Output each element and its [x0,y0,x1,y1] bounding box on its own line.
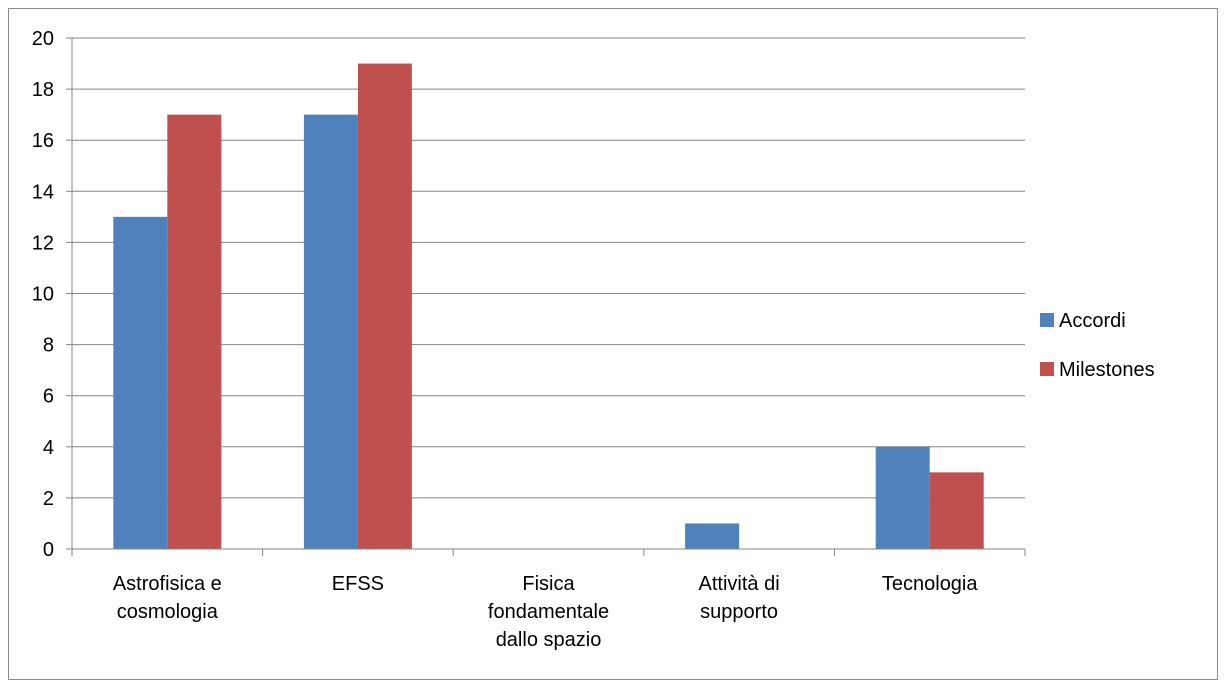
x-category-label-line: fondamentale [488,601,609,623]
bar-accordi-4 [875,446,930,549]
y-axis-tick-labels: 0 2 4 6 8 10 12 14 16 18 20 [32,28,54,561]
legend-label-milestones: Milestones [1059,359,1155,381]
x-category-label: Astrofisica e cosmologia [113,573,222,623]
y-tick-label: 6 [43,386,54,408]
x-category-label: Fisica fondamentale dallo spazio [488,573,609,651]
bar-milestones-0 [167,114,222,550]
x-axis-category-labels: Astrofisica e cosmologia EFSS Fisica fondame… [113,573,979,651]
axes [71,38,1026,556]
bar-accordi-3 [685,523,740,549]
y-tick-label: 0 [43,539,54,561]
y-tick-label: 10 [32,284,54,306]
x-category-label-line: Fisica [522,573,575,595]
bar-accordi-0 [113,216,168,549]
y-tick-label: 4 [43,437,54,459]
y-tick-label: 20 [32,28,54,50]
y-tick-label: 14 [32,181,54,203]
bar-milestones-1 [357,63,412,550]
gridlines [66,37,1025,550]
bar-milestones-4 [929,472,984,549]
bars [113,63,984,550]
y-tick-label: 18 [32,79,54,101]
y-tick-label: 12 [32,232,54,254]
x-category-label-line: EFSS [332,573,384,595]
x-category-label: EFSS [332,573,384,595]
x-category-label-line: dallo spazio [496,629,602,651]
legend-swatch-milestones [1040,362,1054,376]
x-category-label-line: Tecnologia [882,573,979,595]
x-category-label-line: Astrofisica e [113,573,222,595]
y-tick-label: 16 [32,130,54,152]
x-category-label-line: cosmologia [117,601,219,623]
legend-label-accordi: Accordi [1059,310,1126,332]
x-category-label: Tecnologia [882,573,979,595]
x-category-label-line: supporto [700,601,778,623]
x-category-label-line: Attività di [699,573,780,595]
legend-swatch-accordi [1040,313,1054,327]
y-tick-label: 2 [43,488,54,510]
x-category-label: Attività di supporto [699,573,780,623]
y-tick-label: 8 [43,335,54,357]
bar-accordi-1 [303,114,358,550]
legend: Accordi Milestones [1040,310,1155,381]
